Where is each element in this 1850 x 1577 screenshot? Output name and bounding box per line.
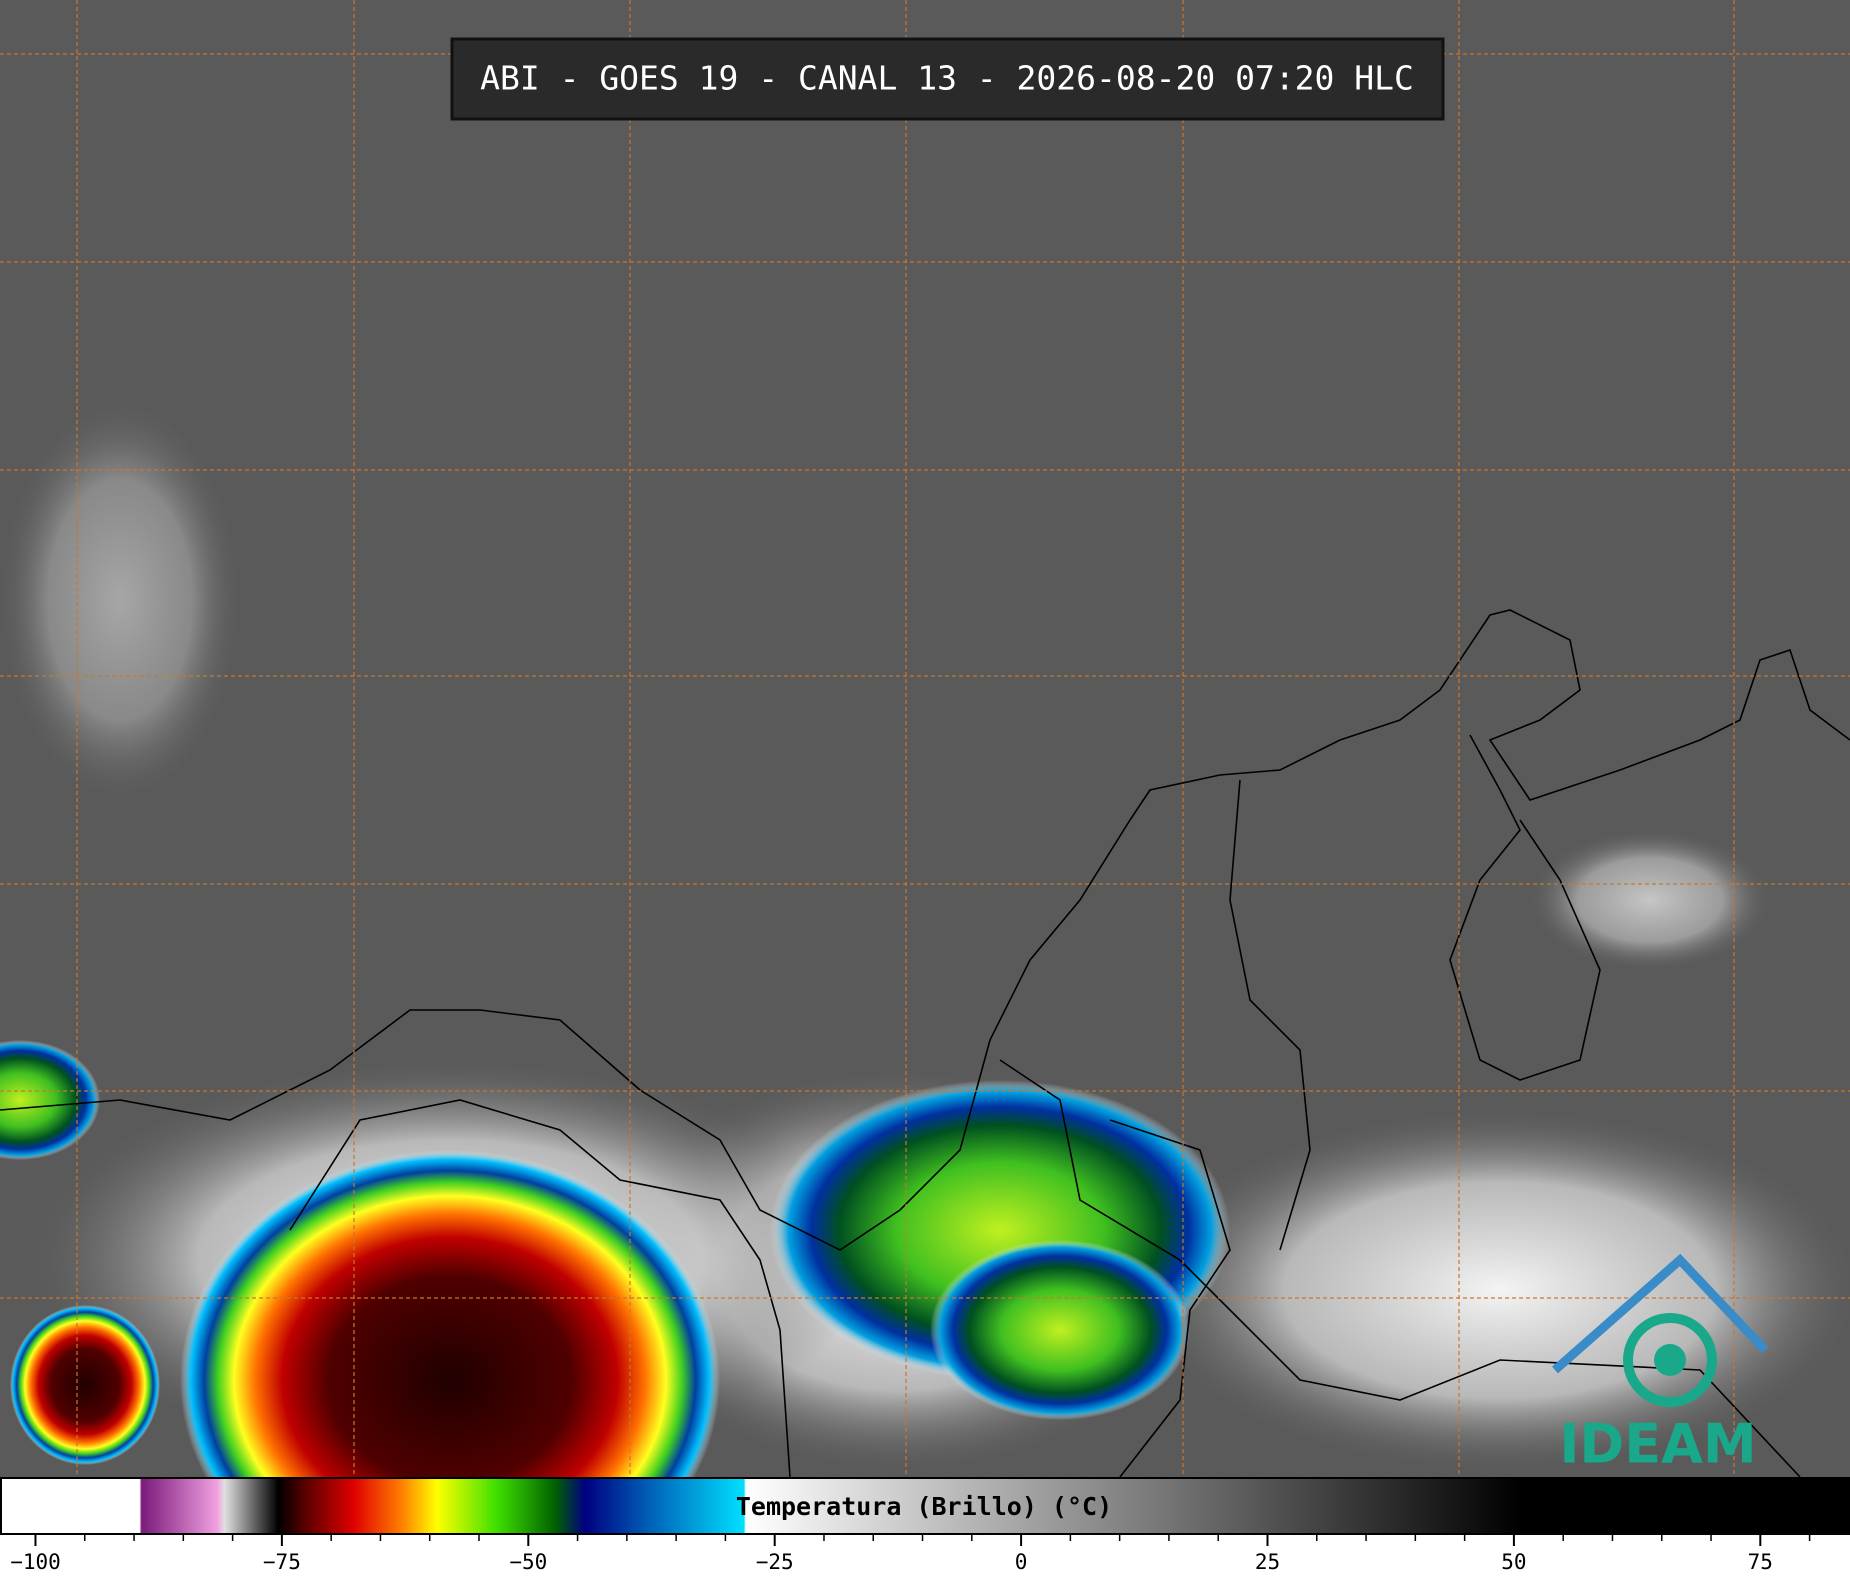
cloud [0,400,240,800]
coastlines [0,609,1850,1478]
logo: IDEAM [1552,1253,1769,1476]
colorbar-label: Temperatura (Brillo) (°C) [736,1492,1112,1521]
storm-cell [180,1150,720,1577]
colorbar [0,1477,1850,1535]
logo-text: IDEAM [1559,1413,1756,1476]
x-tick-label: 25 [1255,1550,1280,1574]
storm-cell [10,1305,160,1465]
x-tick-label: −25 [756,1550,794,1574]
logo-roof [1552,1253,1769,1374]
cloud [1140,1110,1850,1470]
x-tick-label: −75 [263,1550,301,1574]
x-tick-label: −50 [509,1550,547,1574]
x-tick-label: 50 [1501,1550,1526,1574]
title-box [450,37,1445,121]
title: ABI - GOES 19 - CANAL 13 - 2026-08-20 07… [480,59,1414,98]
storm-cell [0,1040,100,1160]
cloud [1530,830,1770,970]
graticule [0,0,1850,1477]
logo-eye [1623,1313,1717,1407]
storm-cell [930,1240,1190,1420]
x-tick-label: 0 [1015,1550,1028,1574]
x-tick-label: 75 [1748,1550,1773,1574]
logo-pupil [1654,1344,1686,1376]
x-tick-label: −100 [10,1550,61,1574]
